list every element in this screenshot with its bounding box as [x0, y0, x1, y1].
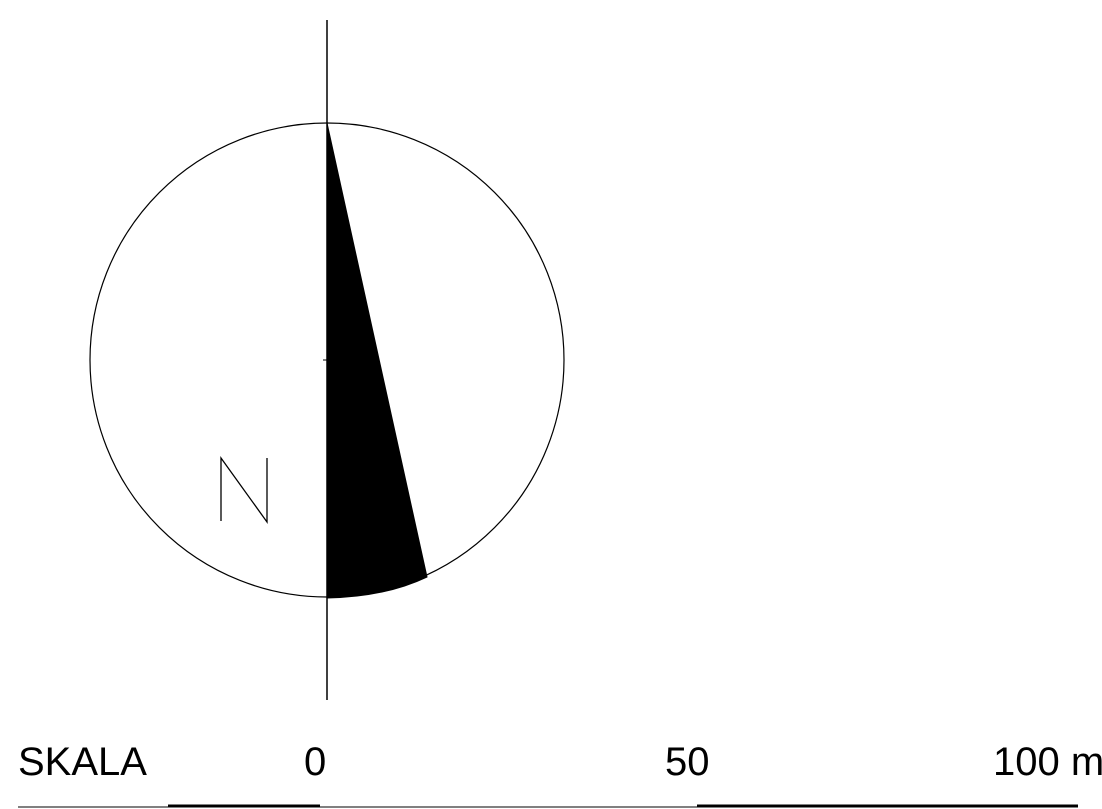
- scale-label: SKALA: [18, 740, 147, 784]
- scale-tick-0: 0: [304, 740, 326, 784]
- north-letter-glyph: [220, 455, 268, 525]
- scale-tick-50: 50: [665, 740, 710, 784]
- north-needle-wedge: [326, 122, 428, 599]
- scale-tick-100: 100 m: [993, 740, 1102, 784]
- north-letter: N: [220, 455, 268, 525]
- scale-bar: [18, 804, 1078, 808]
- north-arrow-icon: [89, 20, 565, 700]
